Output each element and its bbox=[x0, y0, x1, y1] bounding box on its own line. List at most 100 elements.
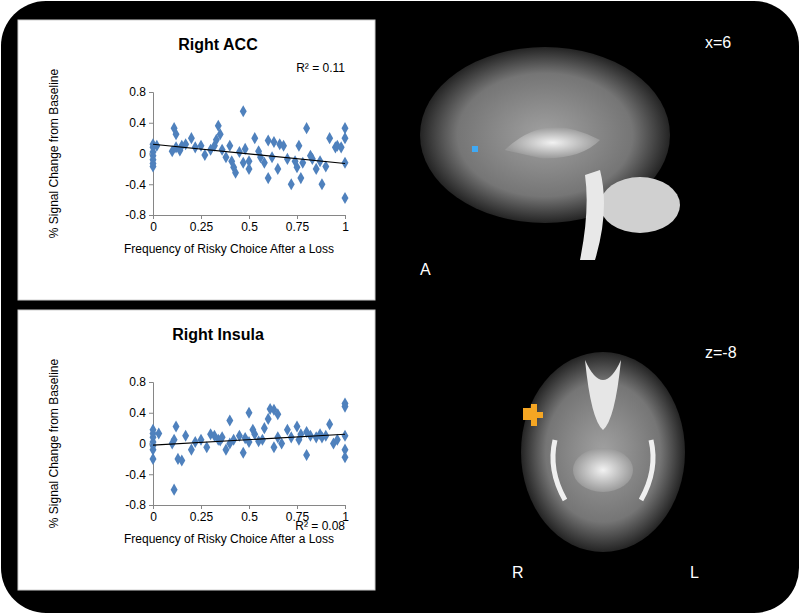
data-point bbox=[240, 447, 247, 459]
data-point bbox=[226, 414, 233, 426]
data-point bbox=[251, 132, 258, 144]
data-point bbox=[265, 172, 272, 184]
y-tick: 0.8 bbox=[129, 375, 153, 389]
data-point bbox=[342, 401, 349, 413]
tick-mark bbox=[297, 215, 298, 219]
orientation-label: A bbox=[420, 261, 431, 278]
x-axis: 00.250.50.751 bbox=[150, 505, 349, 524]
x-tick: 0 bbox=[150, 505, 157, 524]
tick-mark bbox=[297, 505, 298, 509]
tick-label: 0.4 bbox=[129, 116, 146, 130]
data-point bbox=[342, 430, 349, 442]
data-point bbox=[303, 449, 310, 461]
data-point bbox=[265, 413, 272, 425]
x-tick: 1 bbox=[342, 505, 349, 524]
data-point bbox=[274, 408, 281, 420]
data-point bbox=[173, 421, 180, 433]
x-axis-title: Frequency of Risky Choice After a Loss bbox=[124, 242, 334, 256]
x-axis: 0 0.25 0.5 0.75 1 bbox=[150, 215, 349, 234]
y-tick: -0.4 bbox=[125, 468, 153, 482]
chart-panel: Right InsulaR² = 0.0800.250.50.751-0.8-0… bbox=[18, 310, 375, 590]
x-tick: 0.25 bbox=[190, 215, 214, 234]
r-squared: R² = 0.11 bbox=[296, 61, 345, 75]
trend-line bbox=[153, 434, 345, 445]
y-tick: -0.4 bbox=[125, 178, 153, 192]
trend-line bbox=[153, 144, 345, 163]
x-axis-title: Frequency of Risky Choice After a Loss bbox=[124, 532, 334, 546]
tick-mark bbox=[345, 505, 346, 509]
tick-label: 0.8 bbox=[129, 375, 146, 389]
slice-coordinate: x=6 bbox=[705, 34, 731, 51]
tick-mark bbox=[201, 505, 202, 509]
orientation-label: R bbox=[512, 564, 524, 581]
data-point bbox=[198, 434, 205, 446]
data-point bbox=[270, 441, 277, 453]
tick-label: 1 bbox=[342, 510, 349, 524]
data-point bbox=[278, 437, 285, 449]
x-tick: 1 bbox=[342, 215, 349, 234]
data-point bbox=[270, 136, 277, 148]
y-axis: -0.8-0.400.40.8 bbox=[125, 375, 153, 512]
y-tick: -0.8 bbox=[125, 208, 153, 222]
data-point bbox=[297, 172, 304, 184]
data-point bbox=[261, 422, 268, 434]
data-point bbox=[201, 149, 208, 161]
data-point bbox=[265, 134, 272, 146]
chart-title: Right ACC bbox=[178, 36, 258, 53]
data-point bbox=[246, 436, 253, 448]
data-point bbox=[230, 434, 237, 446]
data-point bbox=[259, 434, 266, 446]
y-tick: 0.4 bbox=[129, 116, 153, 130]
x-axis-line bbox=[154, 216, 346, 220]
data-point bbox=[198, 140, 205, 152]
panel-background bbox=[18, 310, 375, 590]
data-point bbox=[338, 141, 345, 153]
data-point bbox=[297, 428, 304, 440]
tick-mark bbox=[149, 123, 153, 124]
data-point bbox=[294, 161, 301, 173]
data-point bbox=[153, 140, 160, 152]
x-tick: 0 bbox=[150, 215, 157, 234]
data-point bbox=[226, 140, 233, 152]
x-tick: 0.25 bbox=[190, 505, 214, 524]
data-point bbox=[150, 453, 157, 465]
tick-label: 0.25 bbox=[190, 220, 214, 234]
x-tick: 0.5 bbox=[241, 215, 258, 234]
tick-mark bbox=[149, 413, 153, 414]
data-point bbox=[269, 151, 276, 163]
tick-label: -0.4 bbox=[125, 468, 146, 482]
data-point bbox=[246, 163, 253, 175]
data-point bbox=[236, 146, 243, 158]
plot-area bbox=[150, 105, 349, 204]
x-tick: 0.75 bbox=[286, 215, 310, 234]
orientation-label: L bbox=[690, 564, 699, 581]
tick-mark bbox=[149, 505, 153, 506]
data-point bbox=[342, 192, 349, 204]
data-point bbox=[203, 441, 210, 453]
tick-label: 0 bbox=[150, 220, 157, 234]
data-point bbox=[217, 128, 224, 140]
data-point bbox=[309, 153, 316, 165]
acc-cluster bbox=[472, 146, 478, 152]
tick-label: 0.75 bbox=[286, 510, 310, 524]
y-tick: 0.8 bbox=[129, 85, 153, 99]
data-point bbox=[240, 105, 247, 117]
data-point bbox=[150, 161, 157, 173]
tick-mark bbox=[149, 215, 153, 216]
data-point bbox=[280, 140, 287, 152]
data-point bbox=[173, 128, 180, 140]
tick-label: 0.8 bbox=[129, 85, 146, 99]
data-point bbox=[182, 138, 189, 150]
tick-label: 1 bbox=[342, 220, 349, 234]
tick-mark bbox=[149, 92, 153, 93]
frame bbox=[1, 1, 799, 613]
y-axis: -0.8-0.400.40.8 bbox=[125, 85, 153, 222]
data-point bbox=[261, 157, 268, 169]
tick-label: 0.5 bbox=[241, 220, 258, 234]
data-point bbox=[342, 451, 349, 463]
y-tick: 0.4 bbox=[129, 406, 153, 420]
plot-area bbox=[150, 397, 349, 495]
data-point bbox=[295, 140, 302, 152]
tick-mark bbox=[201, 215, 202, 219]
tick-label: -0.8 bbox=[125, 498, 146, 512]
